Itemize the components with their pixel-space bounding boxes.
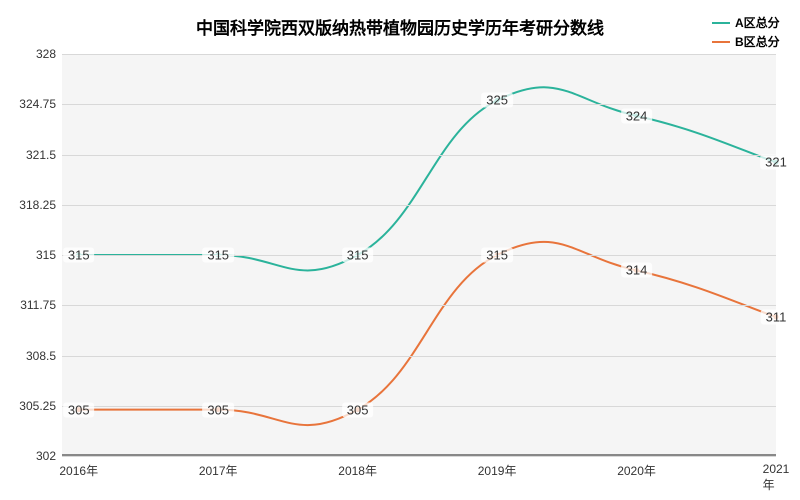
data-label: 305 xyxy=(63,402,95,417)
x-tick-label: 2020年 xyxy=(617,456,656,479)
data-label: 305 xyxy=(202,402,234,417)
legend-item: B区总分 xyxy=(712,33,780,50)
data-label: 314 xyxy=(621,263,653,278)
legend-swatch xyxy=(712,22,730,24)
data-label: 325 xyxy=(481,93,513,108)
y-tick-label: 311.75 xyxy=(20,298,62,312)
x-tick-label: 2021年 xyxy=(763,456,790,493)
legend: A区总分 B区总分 xyxy=(712,14,780,52)
chart-container: 中国科学院西双版纳热带植物园历史学历年考研分数线 A区总分B区总分 302305… xyxy=(0,0,800,500)
y-tick-label: 305.25 xyxy=(19,399,62,413)
data-label: 311 xyxy=(761,309,792,324)
data-label: 315 xyxy=(481,248,513,263)
y-tick-label: 302 xyxy=(36,449,62,463)
x-tick-label: 2019年 xyxy=(478,456,517,479)
y-tick-label: 308.5 xyxy=(26,349,62,363)
y-tick-label: 324.75 xyxy=(19,97,62,111)
data-label: 315 xyxy=(63,248,95,263)
data-label: 324 xyxy=(621,108,653,123)
gridline xyxy=(62,305,776,306)
y-tick-label: 315 xyxy=(36,248,62,262)
y-tick-label: 328 xyxy=(36,47,62,61)
series-line xyxy=(79,87,776,270)
x-tick-label: 2017年 xyxy=(199,456,238,479)
x-tick-label: 2016年 xyxy=(59,456,98,479)
series-line xyxy=(79,242,776,425)
legend-item: A区总分 xyxy=(712,14,780,31)
y-tick-label: 318.25 xyxy=(19,198,62,212)
gridline xyxy=(62,205,776,206)
gridline xyxy=(62,54,776,55)
gridline xyxy=(62,255,776,256)
data-label: 315 xyxy=(202,248,234,263)
data-label: 321 xyxy=(760,155,792,170)
x-tick-label: 2018年 xyxy=(338,456,377,479)
gridline xyxy=(62,406,776,407)
plot-area: 302305.25308.5311.75315318.25321.5324.75… xyxy=(62,54,776,456)
y-tick-label: 321.5 xyxy=(26,148,62,162)
gridline xyxy=(62,104,776,105)
chart-title: 中国科学院西双版纳热带植物园历史学历年考研分数线 xyxy=(0,0,800,39)
legend-label: B区总分 xyxy=(735,33,780,50)
data-label: 305 xyxy=(342,402,374,417)
gridline xyxy=(62,356,776,357)
legend-swatch xyxy=(712,41,730,43)
legend-label: A区总分 xyxy=(735,14,780,31)
data-label: 315 xyxy=(342,248,374,263)
gridline xyxy=(62,155,776,156)
gridline xyxy=(62,456,776,457)
